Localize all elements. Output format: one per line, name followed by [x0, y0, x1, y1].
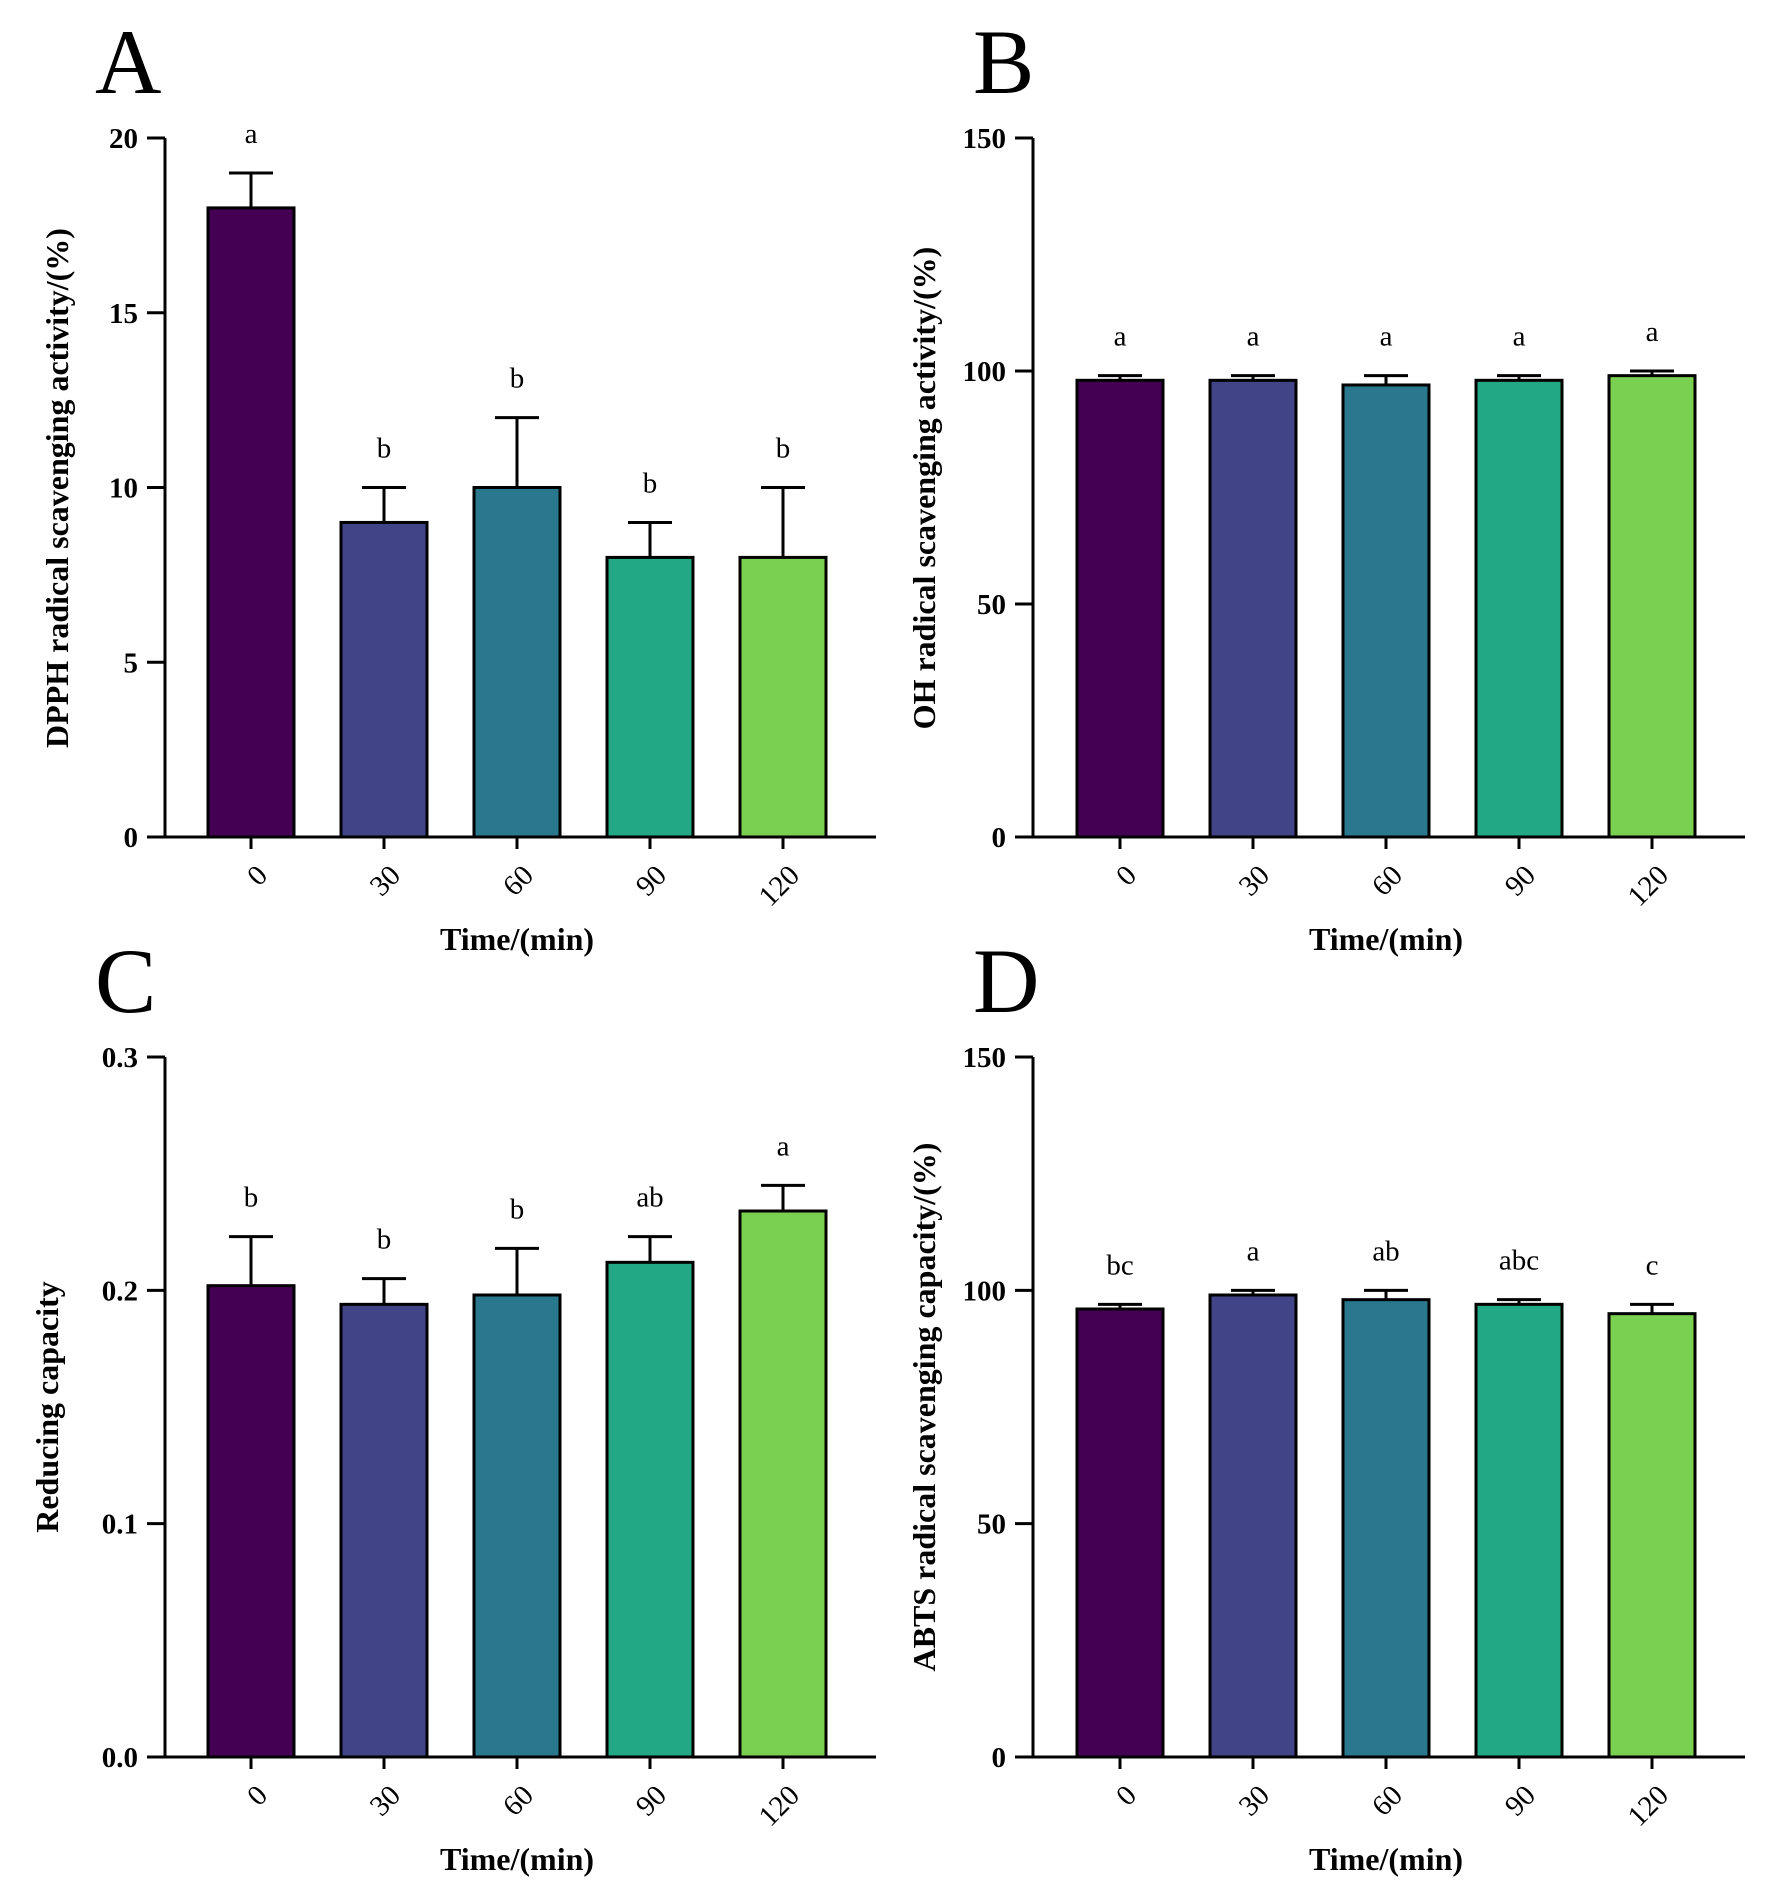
x-tick-label: 120 — [1622, 859, 1675, 912]
x-axis-title: Time/(min) — [440, 921, 594, 957]
chart-panel-b: Ba 0 a 30 a 60 a 90 a 120 0 50 100 150 Time/(min) OH ra… — [906, 11, 1745, 957]
x-tick-label: 60 — [497, 859, 540, 902]
significance-letter: a — [245, 118, 258, 150]
significance-letter: b — [510, 363, 525, 395]
bar — [1474, 378, 1564, 839]
bar — [605, 555, 695, 839]
y-tick-label: 0.2 — [102, 1275, 138, 1307]
significance-letter: b — [776, 433, 791, 465]
chart-panel-d: Dbc 0 a 30 ab 60 abc 90 c 120 0 50 100 150 Time/(min) A… — [906, 930, 1745, 1877]
y-tick-label: 10 — [109, 473, 138, 505]
y-tick-label: 0.3 — [102, 1042, 138, 1074]
x-tick-label: 30 — [1233, 1779, 1276, 1822]
bar — [738, 555, 828, 839]
y-tick-label: 0 — [124, 822, 139, 854]
significance-letter: b — [510, 1193, 525, 1225]
significance-letter: b — [643, 467, 658, 499]
significance-letter: a — [1247, 321, 1260, 353]
bar — [1208, 1293, 1298, 1759]
chart-panel-a: Aa 0 b 30 b 60 b 90 b 120 0 5 10 15 20 Time/(min) DPPH r… — [39, 11, 876, 957]
x-tick-label: 120 — [753, 859, 806, 912]
bar — [1607, 1312, 1697, 1759]
panel-letter: B — [973, 11, 1034, 113]
x-axis-title: Time/(min) — [1309, 1841, 1463, 1877]
significance-letter: b — [377, 1224, 392, 1256]
significance-letter: b — [377, 433, 392, 465]
x-tick-label: 120 — [753, 1779, 806, 1832]
x-tick-label: 90 — [1499, 1779, 1542, 1822]
significance-letter: b — [244, 1182, 259, 1214]
y-tick-label: 50 — [977, 589, 1006, 621]
y-tick-label: 0.0 — [102, 1742, 138, 1774]
bar — [605, 1260, 695, 1759]
bar — [1075, 1307, 1165, 1759]
x-tick-label: 0 — [1110, 859, 1143, 892]
bar — [339, 520, 429, 839]
significance-letter: c — [1646, 1249, 1659, 1281]
y-tick-label: 5 — [124, 647, 139, 679]
bar — [472, 486, 562, 839]
significance-letter: bc — [1106, 1249, 1133, 1281]
y-tick-label: 0 — [992, 1742, 1007, 1774]
bar — [1341, 1298, 1431, 1759]
x-tick-label: 90 — [630, 1779, 673, 1822]
bar — [738, 1209, 828, 1759]
bar — [1075, 378, 1165, 839]
significance-letter: a — [1513, 321, 1526, 353]
y-tick-label: 50 — [977, 1509, 1006, 1541]
y-tick-label: 15 — [109, 298, 138, 330]
x-axis-title: Time/(min) — [1309, 921, 1463, 957]
x-tick-label: 60 — [497, 1779, 540, 1822]
significance-letter: ab — [636, 1182, 663, 1214]
y-tick-label: 100 — [963, 1275, 1007, 1307]
significance-letter: abc — [1499, 1245, 1539, 1277]
significance-letter: a — [777, 1130, 790, 1162]
bar — [206, 206, 296, 839]
y-tick-label: 150 — [963, 1042, 1007, 1074]
x-axis-title: Time/(min) — [440, 1841, 594, 1877]
significance-letter: a — [1247, 1235, 1260, 1267]
x-tick-label: 30 — [1233, 859, 1276, 902]
x-tick-label: 30 — [364, 859, 407, 902]
x-tick-label: 120 — [1622, 1779, 1675, 1832]
panel-letter: A — [95, 11, 161, 113]
x-tick-label: 30 — [364, 1779, 407, 1822]
x-tick-label: 0 — [241, 1779, 274, 1812]
y-axis-title: Reducing capacity — [29, 1281, 65, 1533]
y-tick-label: 20 — [109, 123, 138, 155]
panel-letter: C — [95, 930, 156, 1032]
x-tick-label: 0 — [241, 859, 274, 892]
x-tick-label: 60 — [1366, 1779, 1409, 1822]
y-axis-title: DPPH radical scavenging activity/(%) — [39, 228, 75, 748]
bar — [206, 1284, 296, 1759]
significance-letter: a — [1380, 321, 1393, 353]
x-tick-label: 0 — [1110, 1779, 1143, 1812]
significance-letter: a — [1114, 321, 1127, 353]
significance-letter: a — [1646, 316, 1659, 348]
x-tick-label: 60 — [1366, 859, 1409, 902]
chart-panel-c: Cb 0 b 30 b 60 ab 90 a 120 0.0 0.1 0.2 0.3 Time/(min) R… — [29, 930, 876, 1877]
x-tick-label: 90 — [1499, 859, 1542, 902]
bar — [339, 1302, 429, 1759]
y-tick-label: 100 — [963, 356, 1007, 388]
y-tick-label: 0 — [992, 822, 1007, 854]
bar — [1208, 378, 1298, 839]
y-axis-title: OH radical scavenging activity/(%) — [906, 247, 942, 730]
y-tick-label: 0.1 — [102, 1509, 138, 1541]
bar — [1607, 374, 1697, 839]
bar — [1474, 1302, 1564, 1759]
panel-letter: D — [973, 930, 1039, 1032]
bar — [472, 1293, 562, 1759]
bar — [1341, 383, 1431, 839]
y-axis-title: ABTS radical scavenging capacity/(%) — [906, 1143, 942, 1672]
y-tick-label: 150 — [963, 123, 1007, 155]
significance-letter: ab — [1372, 1235, 1399, 1267]
x-tick-label: 90 — [630, 859, 673, 902]
